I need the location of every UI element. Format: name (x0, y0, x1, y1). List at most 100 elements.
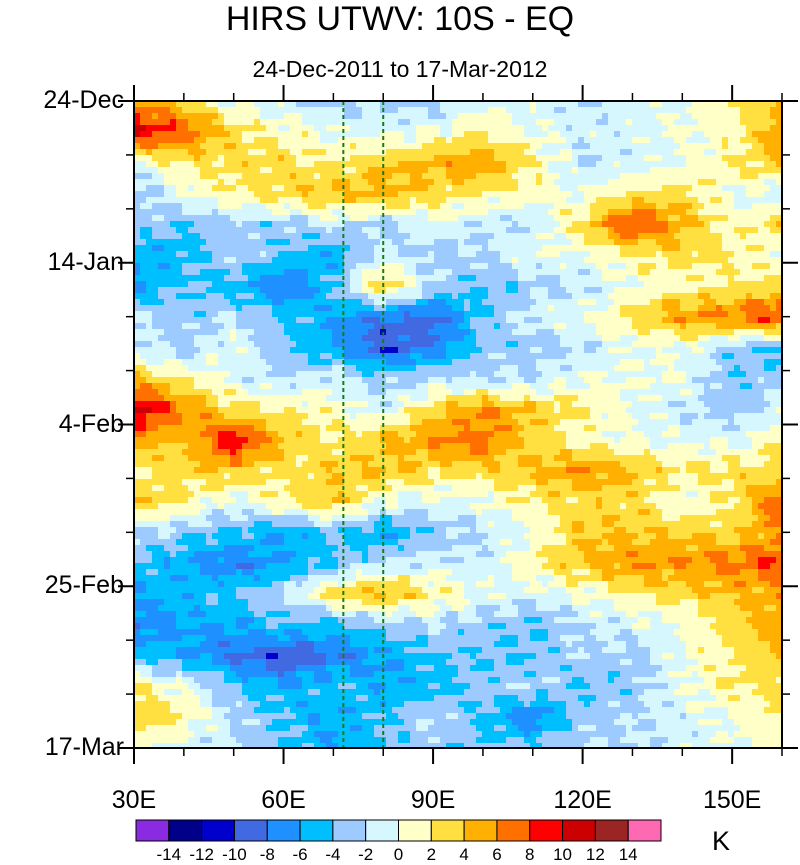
field-cell (290, 329, 297, 336)
field-cell (386, 161, 393, 168)
field-cell (470, 341, 477, 348)
field-cell (236, 215, 243, 222)
field-cell (740, 233, 747, 240)
field-cell (338, 359, 345, 366)
field-cell (662, 263, 669, 270)
field-cell (386, 209, 393, 216)
field-cell (140, 371, 147, 378)
field-cell (512, 251, 519, 258)
field-cell (680, 281, 687, 288)
field-cell (776, 233, 783, 240)
field-cell (212, 293, 219, 300)
field-cell (488, 191, 495, 198)
field-cell (140, 293, 147, 300)
field-cell (140, 119, 147, 126)
field-cell (254, 107, 261, 114)
field-cell (518, 353, 525, 360)
field-cell (308, 269, 315, 276)
field-cell (278, 245, 285, 252)
field-cell (410, 161, 417, 168)
field-cell (314, 149, 321, 156)
field-cell (194, 119, 201, 126)
field-cell (704, 215, 711, 222)
field-cell (602, 155, 609, 162)
field-cell (164, 227, 171, 234)
field-cell (764, 167, 771, 174)
field-cell (506, 155, 513, 162)
field-cell (464, 293, 471, 300)
field-cell (290, 221, 297, 228)
field-cell (596, 371, 603, 378)
field-cell (668, 191, 675, 198)
field-cell (614, 101, 621, 108)
field-cell (146, 209, 153, 216)
field-cell (650, 347, 657, 354)
field-cell (686, 371, 693, 378)
field-cell (194, 113, 201, 120)
field-cell (740, 185, 747, 192)
field-cell (524, 131, 531, 138)
field-cell (698, 233, 705, 240)
field-cell (212, 353, 219, 360)
field-cell (392, 311, 399, 318)
field-cell (464, 203, 471, 210)
field-cell (266, 203, 273, 210)
field-cell (332, 251, 339, 258)
field-cell (326, 209, 333, 216)
field-cell (716, 263, 723, 270)
field-cell (422, 335, 429, 342)
field-cell (608, 347, 615, 354)
field-cell (602, 317, 609, 324)
field-cell (548, 293, 555, 300)
field-cell (446, 347, 453, 354)
field-cell (548, 353, 555, 360)
field-cell (578, 227, 585, 234)
field-cell (182, 245, 189, 252)
field-cell (374, 209, 381, 216)
field-cell (338, 149, 345, 156)
field-cell (710, 167, 717, 174)
field-cell (506, 173, 513, 180)
field-cell (494, 161, 501, 168)
field-cell (266, 137, 273, 144)
field-cell (368, 167, 375, 174)
field-cell (308, 167, 315, 174)
field-cell (722, 251, 729, 258)
field-cell (458, 347, 465, 354)
field-cell (770, 125, 777, 132)
field-cell (440, 287, 447, 294)
field-cell (680, 125, 687, 132)
field-cell (194, 263, 201, 270)
field-cell (476, 167, 483, 174)
field-cell (626, 203, 633, 210)
field-cell (734, 191, 741, 198)
field-cell (194, 323, 201, 330)
field-cell (644, 221, 651, 228)
field-cell (554, 269, 561, 276)
field-cell (500, 107, 507, 114)
field-cell (326, 131, 333, 138)
field-cell (260, 179, 267, 186)
field-cell (194, 245, 201, 252)
field-cell (476, 257, 483, 264)
field-cell (722, 197, 729, 204)
field-cell (512, 305, 519, 312)
field-cell (182, 269, 189, 276)
field-cell (530, 263, 537, 270)
field-cell (176, 257, 183, 264)
field-cell (644, 233, 651, 240)
field-cell (656, 251, 663, 258)
field-cell (746, 335, 753, 342)
field-cell (620, 281, 627, 288)
field-cell (500, 317, 507, 324)
field-cell (440, 335, 447, 342)
field-cell (362, 257, 369, 264)
field-cell (284, 101, 291, 108)
field-cell (470, 203, 477, 210)
field-cell (278, 365, 285, 372)
field-cell (344, 155, 351, 162)
field-cell (536, 347, 543, 354)
field-cell (680, 149, 687, 156)
field-cell (140, 149, 147, 156)
field-cell (470, 353, 477, 360)
